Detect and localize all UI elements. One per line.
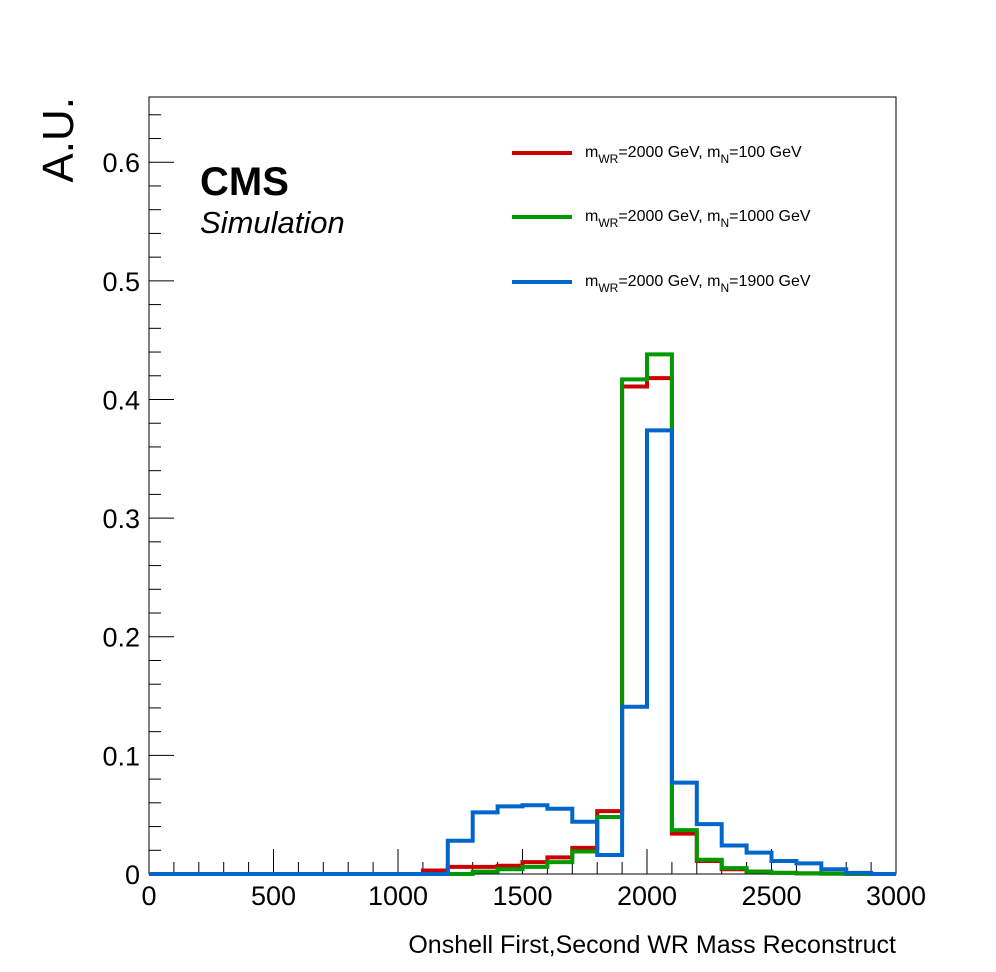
y-axis-title: A.U. xyxy=(34,97,83,183)
series-1-histogram xyxy=(149,376,896,876)
y-tick-label: 0 xyxy=(125,860,140,890)
x-tick-label: 3000 xyxy=(866,881,926,911)
x-tick-label: 0 xyxy=(141,881,156,911)
y-axis-ticks: 0 0.1 0.2 0.3 0.4 0.5 0.6 xyxy=(102,114,174,890)
x-tick-label: 1500 xyxy=(492,881,552,911)
x-tick-label: 1000 xyxy=(368,881,428,911)
x-tick-label: 2500 xyxy=(741,881,801,911)
x-axis-ticks: 0 500 1000 1500 2000 2500 3000 xyxy=(141,849,926,911)
simulation-label: Simulation xyxy=(200,205,345,240)
legend-entry-3: mWR=2000 GeV, mN=1900 GeV xyxy=(585,273,811,295)
series-layer xyxy=(149,352,896,876)
x-tick-label: 2000 xyxy=(617,881,677,911)
series-2-histogram xyxy=(149,352,896,876)
y-tick-label: 0.4 xyxy=(102,385,140,415)
y-tick-label: 0.5 xyxy=(102,267,140,297)
x-axis-title: Onshell First,Second WR Mass Reconstruct xyxy=(408,931,896,959)
series-3-histogram xyxy=(149,428,896,876)
y-tick-label: 0.2 xyxy=(102,623,140,653)
y-tick-label: 0.1 xyxy=(102,741,140,771)
cms-label: CMS xyxy=(200,160,289,204)
legend-entry-2: mWR=2000 GeV, mN=1000 GeV xyxy=(585,208,811,230)
legend-entry-1: mWR=2000 GeV, mN=100 GeV xyxy=(585,144,802,166)
y-tick-label: 0.6 xyxy=(102,148,140,178)
legend: mWR=2000 GeV, mN=100 GeV mWR=2000 GeV, mN… xyxy=(512,144,811,295)
y-tick-label: 0.3 xyxy=(102,504,140,534)
x-tick-label: 500 xyxy=(251,881,296,911)
